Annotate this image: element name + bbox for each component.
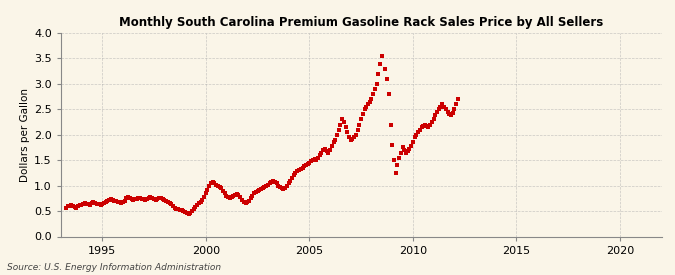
Point [373,72,383,76]
Point [313,155,323,160]
Point [335,122,346,127]
Point [404,147,415,151]
Point [408,140,418,145]
Point [326,144,337,148]
Point [414,128,425,132]
Point [443,112,454,117]
Point [371,82,382,86]
Point [375,61,385,66]
Point [442,110,453,114]
Point [370,87,381,91]
Point [416,125,427,129]
Point [333,128,344,132]
Text: Source: U.S. Energy Information Administration: Source: U.S. Energy Information Administ… [7,263,221,272]
Point [354,122,365,127]
Point [452,97,463,101]
Point [435,104,446,109]
Point [383,92,394,96]
Point [385,122,396,127]
Point [377,54,387,58]
Point [350,133,361,137]
Point [433,107,444,112]
Point [297,166,308,170]
Point [342,130,352,134]
Point [349,135,360,139]
Point [328,140,339,145]
Point [406,144,416,148]
Point [325,148,335,152]
Point [430,113,441,118]
Point [316,150,327,155]
Point [446,113,456,118]
Point [359,107,370,112]
Point [302,162,313,166]
Point [427,120,437,124]
Point [428,117,439,122]
Point [331,133,342,137]
Point [381,76,392,81]
Point [390,171,401,175]
Point [423,125,434,129]
Point [440,107,451,112]
Point [362,102,373,106]
Point [309,157,320,161]
Point [380,67,391,71]
Y-axis label: Dollars per Gallon: Dollars per Gallon [20,88,30,182]
Point [388,158,399,162]
Point [401,150,412,155]
Point [437,102,448,106]
Point [412,130,423,134]
Point [318,148,329,152]
Point [418,123,429,128]
Point [315,153,325,157]
Point [299,164,310,169]
Point [411,133,422,137]
Point [300,163,311,167]
Point [366,97,377,101]
Point [347,137,358,141]
Point [319,147,330,151]
Point [387,143,398,147]
Point [364,100,375,104]
Point [409,135,420,139]
Point [356,117,367,122]
Point [451,102,462,106]
Point [304,161,315,165]
Point [396,150,406,155]
Point [368,92,379,96]
Point [421,123,432,128]
Point [420,122,431,127]
Point [361,104,372,109]
Point [306,159,317,163]
Point [357,112,368,117]
Point [310,158,321,162]
Point [397,145,408,150]
Point [425,122,435,127]
Point [449,107,460,112]
Point [439,104,450,109]
Point [339,120,350,124]
Point [352,128,363,132]
Point [448,111,458,116]
Point [295,167,306,172]
Point [340,125,351,129]
Point [402,149,413,153]
Point [330,138,341,142]
Point [344,135,354,139]
Point [323,150,334,155]
Point [321,149,332,153]
Title: Monthly South Carolina Premium Gasoline Rack Sales Price by All Sellers: Monthly South Carolina Premium Gasoline … [119,16,603,29]
Point [432,110,443,114]
Point [346,138,356,142]
Point [337,117,348,122]
Point [394,155,404,160]
Point [392,163,403,167]
Point [307,158,318,162]
Point [399,148,410,152]
